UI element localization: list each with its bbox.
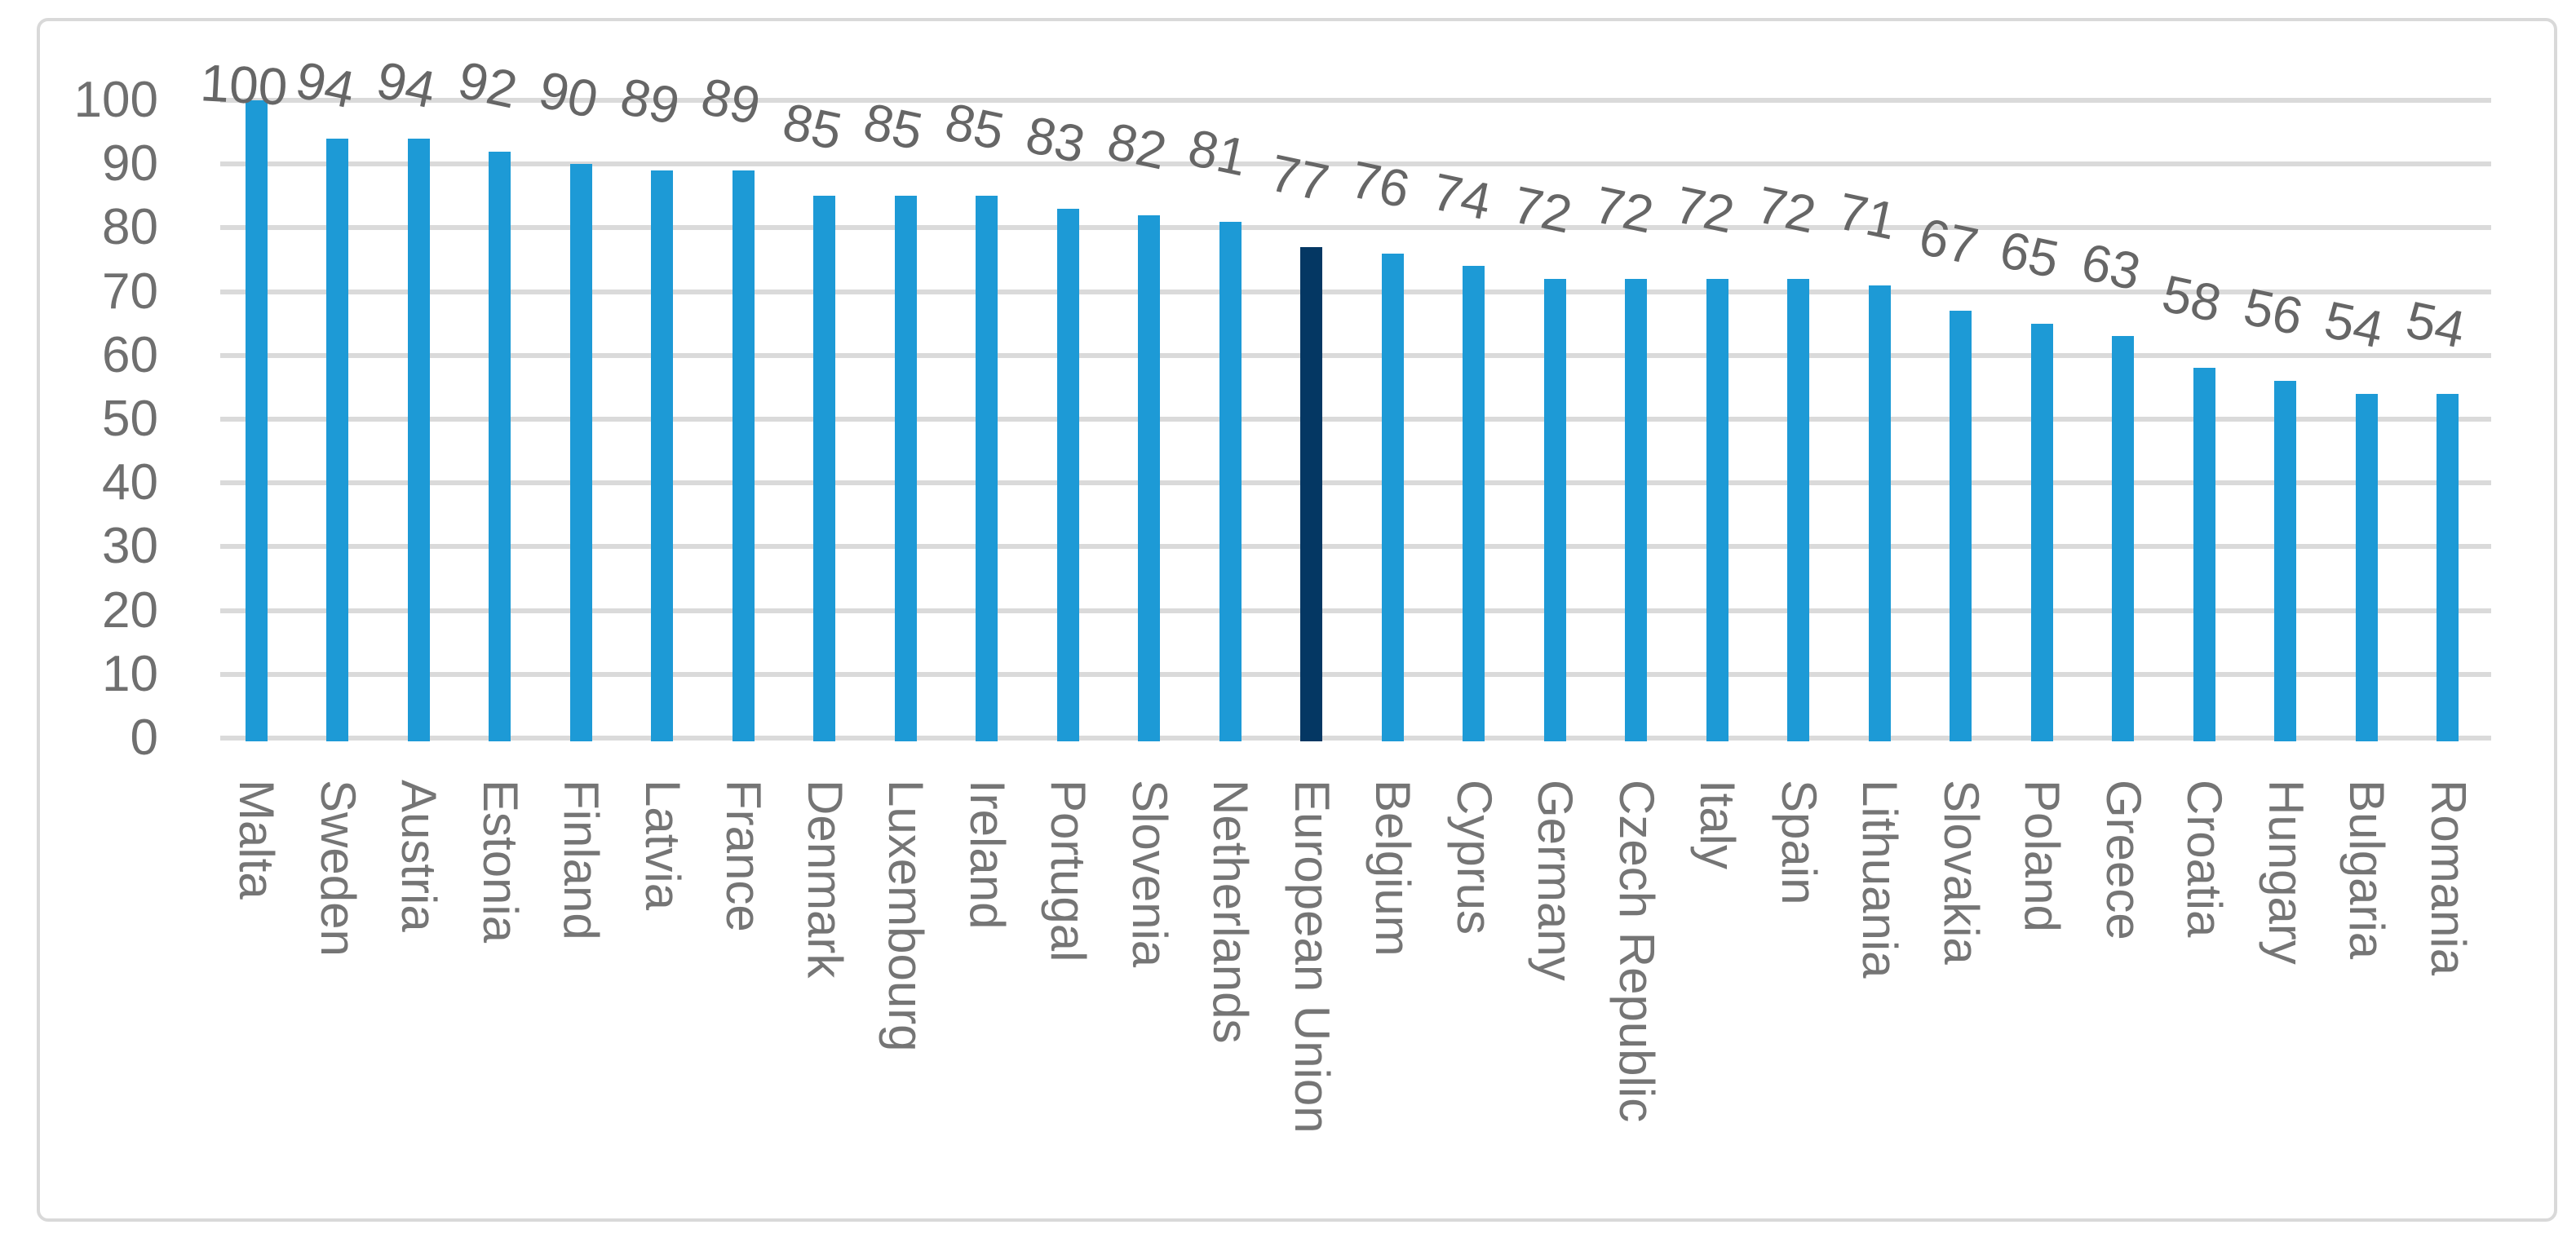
- category-label-european-union: European Union: [1284, 780, 1339, 1134]
- gridline-40: [220, 480, 2491, 486]
- category-label-greece: Greece: [2096, 780, 2151, 940]
- bar-spain: [1787, 278, 1809, 741]
- y-tick-label-70: 70: [102, 263, 158, 320]
- y-tick-label-0: 0: [130, 710, 158, 766]
- bar-france: [732, 170, 755, 741]
- y-tick-label-100: 100: [73, 72, 158, 128]
- gridline-10: [220, 671, 2491, 677]
- chart-frame: 0 10 20 30 40 50 60 70 80 90 100 100 94 94 92 90 89 89 85…: [37, 18, 2557, 1222]
- category-label-austria: Austria: [392, 780, 446, 932]
- category-label-italy: Italy: [1690, 780, 1745, 870]
- bar-romania: [2437, 393, 2459, 741]
- bar-slovakia: [1950, 311, 1972, 741]
- category-label-cyprus: Cyprus: [1446, 780, 1502, 935]
- bar-greece: [2112, 336, 2134, 741]
- bar-portugal: [1056, 208, 1079, 741]
- gridline-100: [220, 98, 2491, 103]
- y-tick-label-90: 90: [102, 135, 158, 192]
- category-label-sweden: Sweden: [310, 780, 365, 957]
- bar-european-union: [1300, 246, 1322, 741]
- category-label-poland: Poland: [2015, 780, 2069, 932]
- gridline-20: [220, 608, 2491, 613]
- category-label-czech-republic: Czech Republic: [1609, 780, 1664, 1123]
- gridline-80: [220, 225, 2491, 231]
- gridline-90: [220, 161, 2491, 167]
- bars-layer: [40, 21, 2554, 1218]
- category-label-portugal: Portugal: [1041, 780, 1095, 962]
- category-label-ireland: Ireland: [959, 780, 1015, 930]
- category-label-slovenia: Slovenia: [1122, 780, 1177, 968]
- bar-estonia: [489, 151, 511, 741]
- gridline-70: [220, 289, 2491, 294]
- bar-ireland: [976, 196, 998, 741]
- y-tick-label-60: 60: [102, 326, 158, 383]
- category-label-spain: Spain: [1771, 780, 1826, 905]
- y-tick-label-20: 20: [102, 581, 158, 639]
- y-tick-label-40: 40: [102, 454, 158, 511]
- category-label-netherlands: Netherlands: [1203, 780, 1258, 1044]
- y-tick-label-50: 50: [102, 391, 158, 447]
- bar-slovenia: [1138, 214, 1160, 741]
- bar-belgium: [1381, 253, 1404, 741]
- bar-croatia: [2193, 368, 2215, 741]
- x-axis-category-labels: Malta Sweden Austria Estonia Finland Latvia Fr…: [40, 21, 2554, 1218]
- bar-bulgaria: [2355, 393, 2378, 741]
- category-label-latvia: Latvia: [635, 780, 690, 911]
- bar-malta: [245, 100, 268, 741]
- bar-cyprus: [1463, 266, 1485, 741]
- category-label-belgium: Belgium: [1365, 780, 1420, 957]
- bar-luxembourg: [894, 196, 917, 741]
- category-label-germany: Germany: [1528, 780, 1582, 981]
- bar-germany: [1543, 278, 1566, 741]
- gridlines-layer: [40, 21, 2554, 1218]
- category-label-slovakia: Slovakia: [1933, 780, 1989, 965]
- bar-denmark: [813, 196, 835, 741]
- bar-finland: [569, 164, 592, 741]
- bar-czech-republic: [1625, 278, 1647, 741]
- category-label-finland: Finland: [554, 780, 609, 940]
- gridline-60: [220, 352, 2491, 358]
- category-label-bulgaria: Bulgaria: [2339, 780, 2394, 960]
- gridline-50: [220, 417, 2491, 422]
- bar-lithuania: [1868, 285, 1891, 741]
- y-tick-label-30: 30: [102, 518, 158, 575]
- category-label-france: France: [716, 780, 771, 932]
- y-tick-label-10: 10: [102, 645, 158, 702]
- gridline-30: [220, 544, 2491, 550]
- category-label-romania: Romania: [2420, 780, 2476, 976]
- category-label-malta: Malta: [229, 780, 284, 900]
- y-tick-label-80: 80: [102, 199, 158, 256]
- bar-sweden: [326, 138, 348, 741]
- y-axis-tick-labels: 0 10 20 30 40 50 60 70 80 90 100: [40, 21, 2554, 1218]
- bar-hungary: [2274, 381, 2296, 741]
- bar-poland: [2030, 323, 2053, 741]
- category-label-lithuania: Lithuania: [1852, 780, 1907, 979]
- gridline-0: [220, 736, 2491, 741]
- category-label-hungary: Hungary: [2258, 780, 2313, 965]
- bar-italy: [1706, 278, 1728, 741]
- bar-austria: [407, 138, 430, 741]
- bar-latvia: [651, 170, 673, 741]
- category-label-luxembourg: Luxembourg: [879, 780, 933, 1052]
- category-label-denmark: Denmark: [797, 780, 852, 979]
- bar-netherlands: [1219, 221, 1242, 741]
- category-label-estonia: Estonia: [472, 780, 528, 944]
- category-label-croatia: Croatia: [2177, 780, 2232, 938]
